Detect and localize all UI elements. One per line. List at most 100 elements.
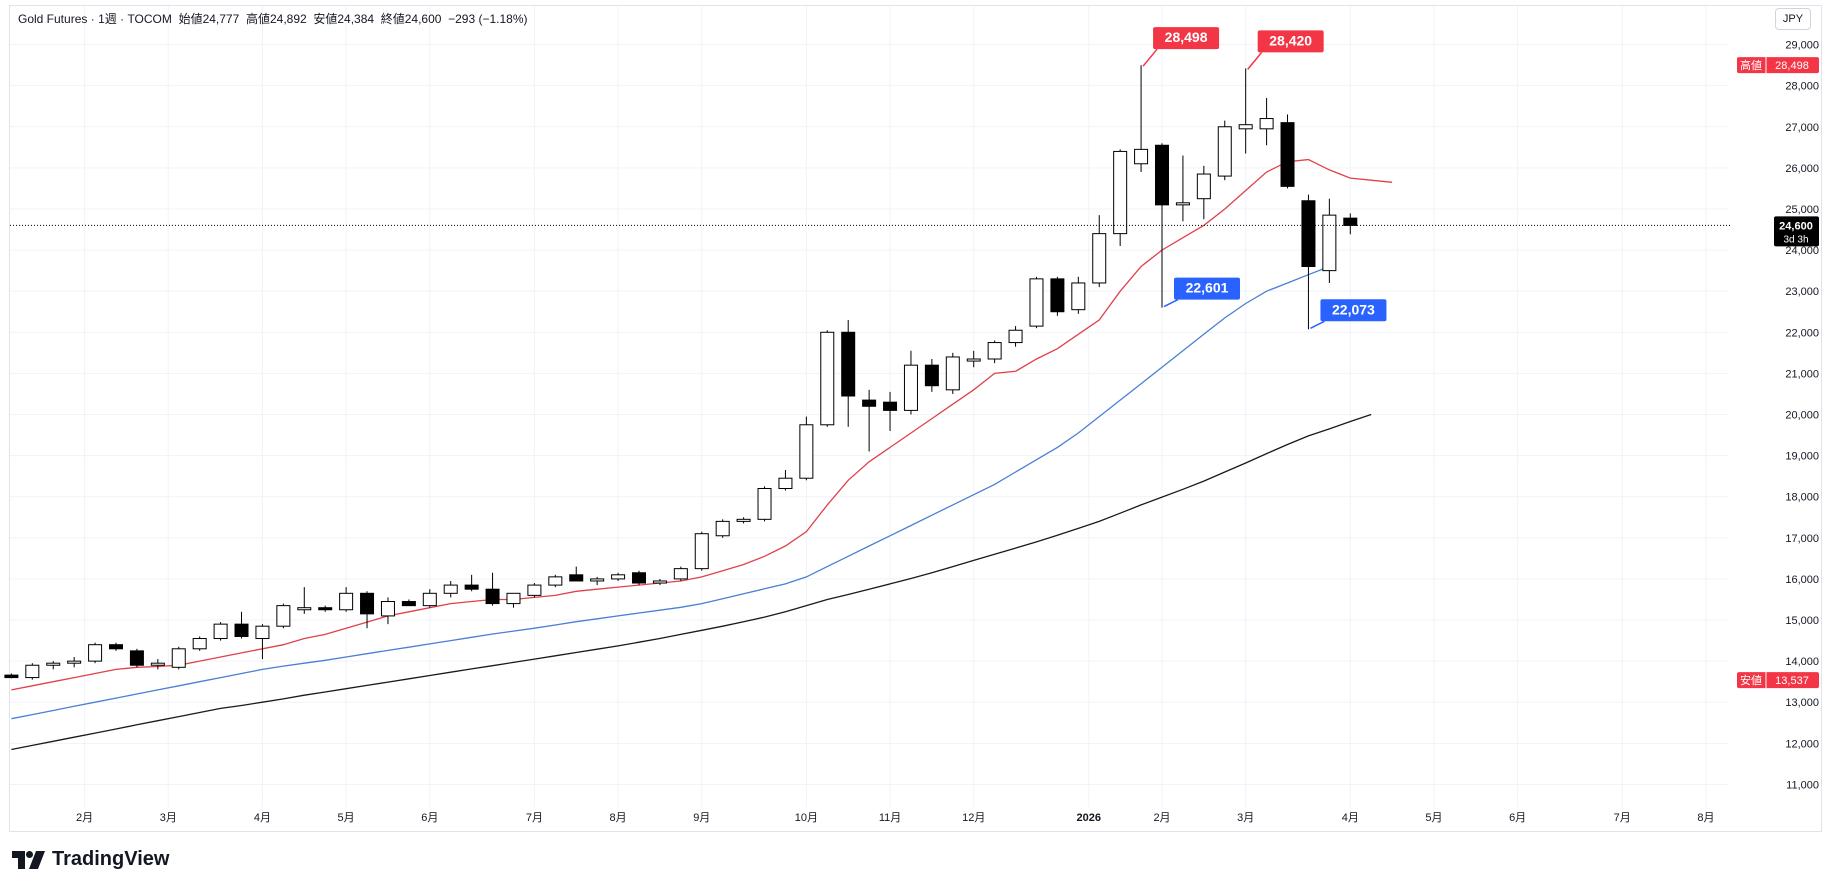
candle-body	[401, 601, 416, 607]
low-value: 24,384	[337, 12, 375, 26]
candle-body	[1113, 150, 1128, 235]
annotation-text: 28,498	[1165, 29, 1208, 45]
ma-mid-line	[11, 265, 1330, 720]
candle-body	[987, 342, 1002, 360]
x-tick-label: 9月	[693, 812, 710, 824]
y-tick-label: 15,000	[1785, 615, 1819, 627]
y-tick-label: 29,000	[1785, 40, 1819, 52]
candle-body	[422, 592, 437, 607]
x-tick-label: 2月	[76, 812, 93, 824]
candle-body	[694, 533, 709, 570]
low-label: 安値	[313, 12, 338, 26]
x-tick-label: 6月	[1509, 812, 1526, 824]
candle-body	[255, 625, 270, 640]
candle-body	[192, 638, 207, 650]
close-label: 終値	[380, 12, 405, 26]
y-tick-label: 12,000	[1785, 738, 1819, 750]
y-tick-label: 20,000	[1785, 410, 1819, 422]
candle-body	[1008, 329, 1023, 344]
candle-body	[736, 518, 751, 522]
y-tick-label: 28,000	[1785, 81, 1819, 93]
high-tag-label: 高値	[1740, 58, 1762, 72]
change-value: −293 (−1.18%)	[448, 12, 528, 26]
y-tick-label: 26,000	[1785, 163, 1819, 175]
last-price-value: 24,600	[1779, 220, 1813, 232]
y-tick-label: 27,000	[1785, 122, 1819, 134]
candle-body	[548, 576, 563, 586]
x-tick-label: 11月	[879, 812, 901, 824]
separator: ·	[90, 12, 95, 26]
candle-body	[799, 424, 814, 479]
y-tick-label: 16,000	[1785, 574, 1819, 586]
interval[interactable]: 1週	[98, 12, 117, 26]
separator: ·	[120, 12, 125, 26]
x-tick-label: 4月	[1342, 812, 1359, 824]
candle-body	[276, 605, 291, 627]
candle-body	[715, 520, 730, 537]
candle-body	[213, 623, 228, 640]
candle-body	[862, 399, 877, 407]
candle-body	[1322, 214, 1337, 272]
y-tick-label: 19,000	[1785, 451, 1819, 463]
candle-body	[150, 662, 165, 666]
candle-body	[485, 588, 500, 605]
y-tick-label: 21,000	[1785, 368, 1819, 380]
x-tick-label: 5月	[1425, 812, 1442, 824]
x-tick-label: 7月	[526, 812, 543, 824]
candle-body	[1301, 200, 1316, 268]
tradingview-logo[interactable]: TradingView	[12, 848, 169, 871]
x-tick-label: 3月	[160, 812, 177, 824]
low-tag-bg	[1737, 672, 1819, 689]
candle-body	[903, 364, 918, 411]
brand-name: TradingView	[52, 848, 170, 870]
high-tag-bg	[1737, 57, 1819, 74]
currency-button[interactable]: JPY	[1775, 8, 1811, 30]
candle-body	[1238, 124, 1253, 130]
y-tick-label: 13,000	[1785, 697, 1819, 709]
annotation-box	[1153, 27, 1220, 50]
candle-body	[673, 568, 688, 580]
x-tick-label: 6月	[421, 812, 438, 824]
candle-body	[1050, 278, 1065, 313]
last-price-countdown: 3d 3h	[1783, 234, 1808, 245]
candle-body	[1071, 282, 1086, 311]
x-tick-label: 12月	[962, 812, 985, 824]
high-tag-value: 28,498	[1775, 60, 1809, 72]
candle-body	[652, 580, 667, 584]
candle-body	[4, 674, 19, 679]
candle-body	[88, 644, 103, 662]
candle-body	[632, 572, 646, 584]
candle-body	[297, 607, 312, 611]
low-tag-label: 安値	[1740, 673, 1762, 687]
chart-frame	[9, 5, 1822, 832]
currency-label: JPY	[1782, 13, 1804, 25]
candle-body	[924, 364, 939, 387]
annotation-leader	[1310, 320, 1325, 329]
candle-body	[527, 584, 542, 596]
candle-body	[1217, 126, 1232, 177]
candle-body	[1134, 148, 1149, 165]
y-tick-label: 18,000	[1785, 492, 1819, 504]
annotation-leader	[1142, 48, 1158, 67]
symbol-name[interactable]: Gold Futures	[18, 12, 88, 26]
x-tick-label: 8月	[610, 812, 627, 824]
y-tick-label: 11,000	[1786, 779, 1819, 791]
high-label: 高値	[245, 12, 270, 26]
low-tag-value: 13,537	[1775, 675, 1809, 687]
candle-body	[1280, 122, 1295, 187]
exchange: TOCOM	[127, 12, 172, 26]
candle-body	[380, 601, 395, 617]
candle-body	[1259, 118, 1274, 130]
candle-body	[129, 650, 144, 666]
candle-body	[234, 623, 249, 637]
candle-body	[109, 644, 123, 650]
y-tick-label: 17,000	[1785, 533, 1819, 545]
x-tick-label: 2月	[1153, 812, 1170, 824]
candle-body	[1196, 173, 1211, 200]
candle-body	[1092, 233, 1107, 284]
candle-body	[25, 664, 40, 679]
x-tick-label: 10月	[795, 812, 818, 824]
annotation-text: 22,073	[1332, 301, 1375, 317]
candle-body	[171, 648, 186, 668]
